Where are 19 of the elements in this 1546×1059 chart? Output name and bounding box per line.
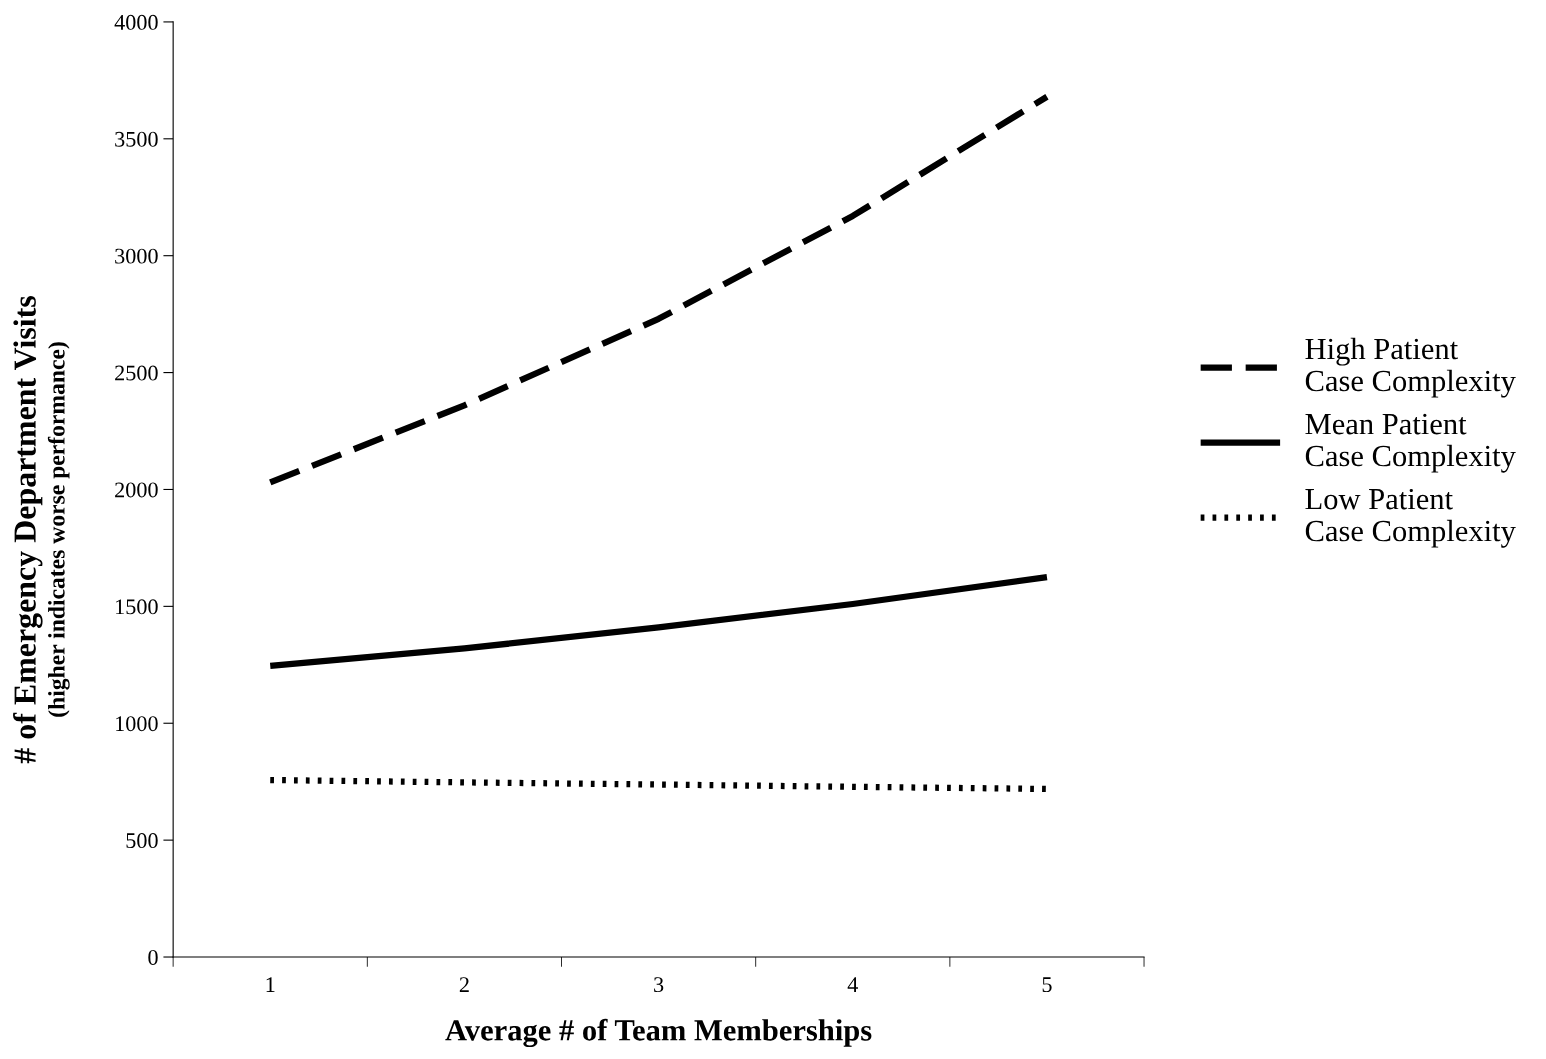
x-axis-title: Average # of Team Memberships	[445, 1018, 872, 1048]
x-tick-label: 1	[266, 977, 275, 992]
y-axis-title: # of Emergency Department Visits (higher indicates worse performance)	[13, 296, 70, 764]
legend-label: Low Patient Case Complexity	[1305, 488, 1516, 548]
x-tick-label: 2	[459, 977, 469, 992]
y-tick-label: 2000	[115, 482, 158, 498]
y-tick-label: 1500	[116, 599, 158, 615]
legend-label: Mean Patient Case Complexity	[1305, 413, 1516, 473]
y-tick-label: 1000	[116, 716, 158, 732]
y-tick-label: 3500	[115, 131, 158, 147]
y-tick-label: 2500	[115, 365, 158, 381]
x-tick-label: 5	[1042, 977, 1052, 993]
x-tick-label: 3	[654, 977, 664, 993]
y-tick-label: 0	[148, 949, 158, 965]
y-tick-label: 500	[126, 833, 158, 849]
legend-label: High Patient Case Complexity	[1305, 337, 1516, 398]
x-tick-label: 4	[847, 977, 858, 992]
y-tick-label: 3000	[115, 248, 158, 264]
y-tick-label: 4000	[114, 14, 158, 30]
